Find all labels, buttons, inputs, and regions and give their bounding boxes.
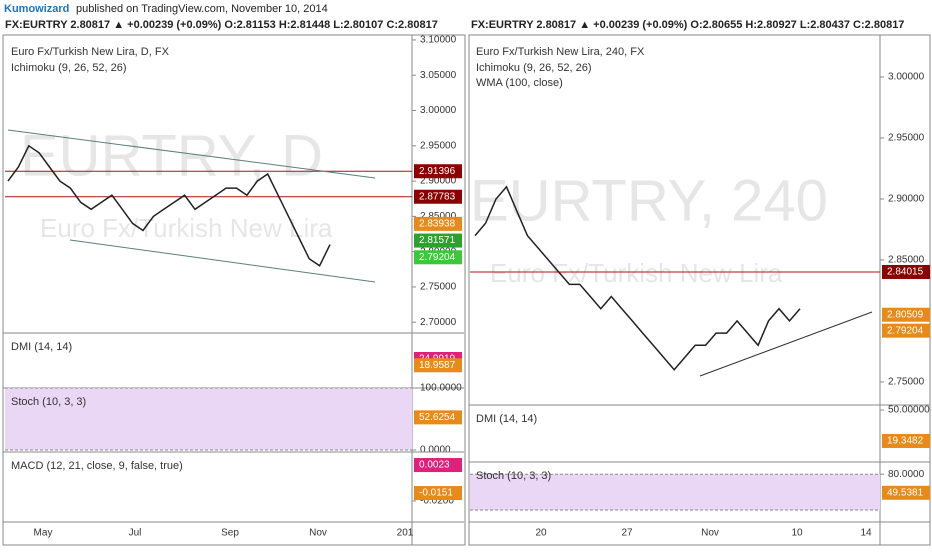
y-tick-label: 50.00000 <box>888 405 930 416</box>
price-tag-label: 0.0023 <box>419 460 450 471</box>
symbol-header: FX:EURTRY 2.80817 ▲ +0.00239 (+0.09%) O:… <box>5 19 438 31</box>
price-tag <box>414 358 462 373</box>
y-tick-label: 2.90000 <box>888 194 925 205</box>
price-tag-label: 49.5381 <box>887 487 924 498</box>
publisher-name[interactable]: Kumowizard <box>4 3 69 15</box>
price-tag-label: 2.87783 <box>419 191 456 202</box>
y-tick-label: 2.95000 <box>888 133 925 144</box>
symbol-header: FX:EURTRY 2.80817 ▲ +0.00239 (+0.09%) O:… <box>471 19 904 31</box>
y-tick-label: 100.0000 <box>420 383 462 394</box>
y-tick-label: 2.75000 <box>888 377 925 388</box>
x-tick-label: Nov <box>309 528 327 539</box>
x-tick-label: May <box>34 528 53 539</box>
indicator-label: WMA (100, close) <box>476 77 563 89</box>
stoch-band <box>470 474 880 510</box>
chart-title: Euro Fx/Turkish New Lira, 240, FX <box>476 46 645 58</box>
subpanel-label: DMI (14, 14) <box>11 341 72 353</box>
price-tag-label: -0.0151 <box>419 488 453 499</box>
subpanel-label: DMI (14, 14) <box>476 413 537 425</box>
watermark: EURTRY, D <box>20 123 323 188</box>
x-tick-label: Sep <box>221 528 239 539</box>
close-line <box>7 144 331 267</box>
watermark-sub: Euro Fx/Turkish New Lira <box>40 213 333 243</box>
stoch-band <box>5 388 412 450</box>
price-tag-label: 2.79204 <box>887 325 924 336</box>
y-tick-label: 0.0000 <box>420 445 451 456</box>
price-tag-label: 2.83938 <box>419 219 456 230</box>
price-tag-label: 2.80509 <box>887 309 924 320</box>
chart-title: Euro Fx/Turkish New Lira, D, FX <box>11 46 170 58</box>
chart-layer: FX:EURTRY 2.80817 ▲ +0.00239 (+0.09%) O:… <box>3 19 930 545</box>
x-tick-label: 10 <box>791 528 803 539</box>
trendline <box>699 311 873 377</box>
subpanel-label: Stoch (10, 3, 3) <box>11 396 86 408</box>
price-tag-label: 18.9587 <box>419 360 456 371</box>
x-tick-label: 201 <box>397 528 414 539</box>
y-tick-label: 3.05000 <box>420 70 457 81</box>
price-tag-label: 19.3482 <box>887 436 924 447</box>
x-tick-label: Nov <box>701 528 719 539</box>
y-tick-label: 80.0000 <box>888 469 925 480</box>
publisher-text: published on TradingView.com, November 1… <box>76 3 328 15</box>
close-line <box>474 185 801 371</box>
y-tick-label: 2.85000 <box>888 255 925 266</box>
price-tag <box>414 486 462 501</box>
price-tag <box>882 264 930 279</box>
left-frame <box>2 34 466 546</box>
price-tag <box>414 164 462 179</box>
y-tick-label: 2.90000 <box>420 176 457 187</box>
price-tag-label: 2.91396 <box>419 166 456 177</box>
price-tag <box>414 458 462 473</box>
y-tick-label: 2.85000 <box>420 211 457 222</box>
y-tick-label: 3.00000 <box>420 105 457 116</box>
indicator-label: Ichimoku (9, 26, 52, 26) <box>11 62 127 74</box>
right-frame <box>468 34 931 546</box>
price-tag <box>882 307 930 322</box>
watermark-sub: Euro Fx/Turkish New Lira <box>490 258 783 288</box>
price-tag <box>882 433 930 448</box>
price-tag-label: 2.81571 <box>419 235 456 246</box>
watermark: EURTRY, 240 <box>470 168 828 233</box>
indicator-label: Ichimoku (9, 26, 52, 26) <box>476 62 592 74</box>
price-tag-label: 2.84015 <box>887 267 924 278</box>
price-tag <box>414 410 462 425</box>
price-tag <box>414 233 462 248</box>
x-tick-label: 20 <box>535 528 547 539</box>
price-tag <box>414 216 462 231</box>
y-tick-label: 2.75000 <box>420 282 457 293</box>
x-tick-label: Jul <box>129 528 142 539</box>
subpanel-label: Stoch (10, 3, 3) <box>476 470 551 482</box>
y-tick-label: -0.0200 <box>420 496 454 507</box>
price-tag <box>882 323 930 338</box>
y-tick-label: 3.10000 <box>420 35 457 46</box>
price-tag <box>414 250 462 265</box>
x-tick-label: 27 <box>621 528 633 539</box>
y-tick-label: 3.00000 <box>888 72 925 83</box>
y-tick-label: 2.70000 <box>420 317 457 328</box>
trendline <box>7 129 376 179</box>
subpanel-label: MACD (12, 21, close, 9, false, true) <box>11 460 183 472</box>
y-tick-label: 2.95000 <box>420 140 457 151</box>
x-tick-label: 14 <box>860 528 872 539</box>
price-tag <box>414 189 462 204</box>
price-tag <box>882 485 930 500</box>
price-tag-label: 52.6254 <box>419 412 456 423</box>
trendline <box>69 239 376 283</box>
price-tag-label: 2.79204 <box>419 252 456 263</box>
